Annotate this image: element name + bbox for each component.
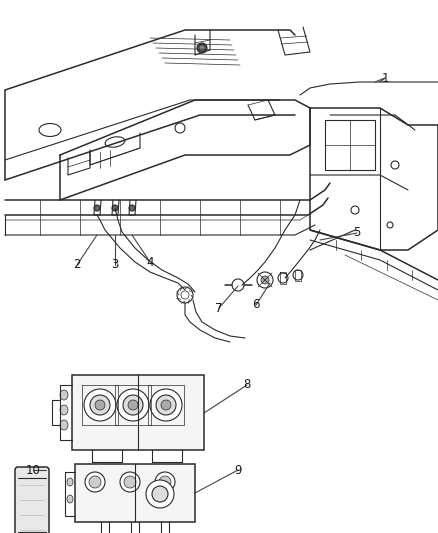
Text: 5: 5: [353, 227, 360, 239]
Circle shape: [156, 395, 176, 415]
Text: 2: 2: [73, 259, 81, 271]
Text: 9: 9: [234, 464, 242, 477]
Circle shape: [112, 205, 118, 211]
Text: 7: 7: [215, 302, 223, 314]
Text: 10: 10: [25, 464, 40, 477]
Circle shape: [150, 389, 182, 421]
Circle shape: [117, 389, 149, 421]
Ellipse shape: [67, 478, 73, 486]
Ellipse shape: [60, 390, 68, 400]
Text: 4: 4: [146, 255, 154, 269]
Circle shape: [128, 400, 138, 410]
Circle shape: [95, 400, 105, 410]
FancyBboxPatch shape: [15, 467, 49, 533]
Text: 1: 1: [381, 71, 389, 85]
Circle shape: [120, 472, 140, 492]
Circle shape: [90, 395, 110, 415]
Text: 8: 8: [244, 378, 251, 392]
Circle shape: [261, 276, 269, 284]
Bar: [75, 464, 195, 522]
Circle shape: [155, 472, 175, 492]
Circle shape: [123, 395, 143, 415]
Circle shape: [85, 472, 105, 492]
Circle shape: [124, 476, 136, 488]
Text: 6: 6: [252, 298, 260, 311]
Circle shape: [159, 476, 171, 488]
Circle shape: [161, 400, 171, 410]
Ellipse shape: [67, 495, 73, 503]
Circle shape: [94, 205, 100, 211]
Circle shape: [146, 480, 174, 508]
Circle shape: [89, 476, 101, 488]
Ellipse shape: [60, 405, 68, 415]
Circle shape: [197, 43, 207, 53]
Circle shape: [152, 486, 168, 502]
Circle shape: [129, 205, 135, 211]
Ellipse shape: [60, 420, 68, 430]
Bar: [72, 375, 204, 450]
Text: 3: 3: [111, 259, 119, 271]
Circle shape: [199, 45, 205, 51]
Circle shape: [84, 389, 116, 421]
